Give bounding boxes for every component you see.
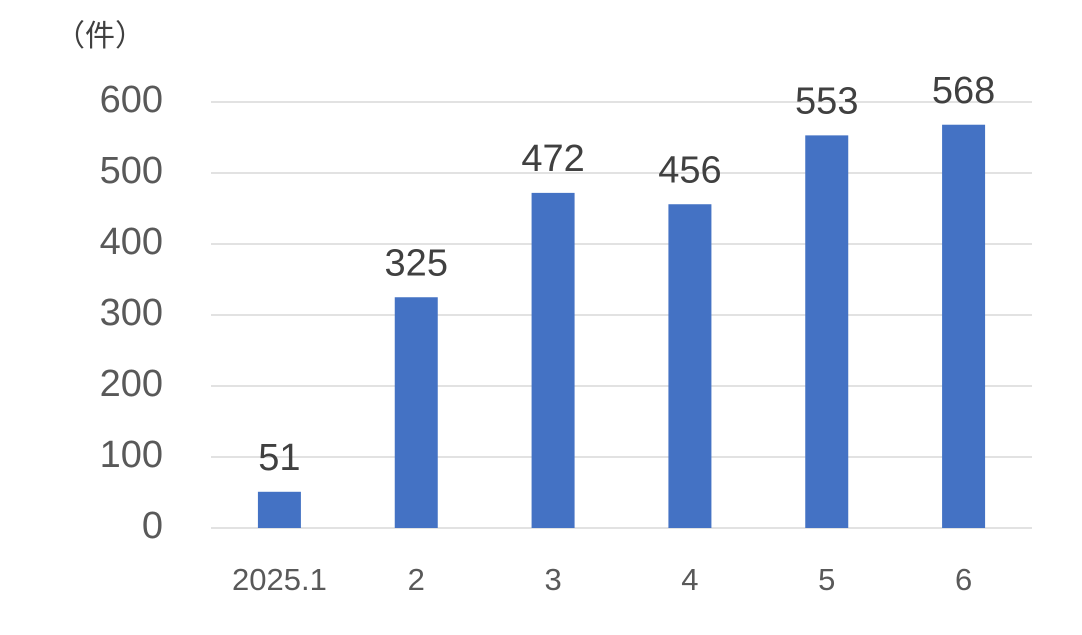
data-label: 553: [795, 80, 858, 122]
x-tick-label: 2025.1: [232, 562, 327, 597]
x-tick-label: 6: [955, 562, 972, 597]
x-tick-label: 5: [818, 562, 835, 597]
data-label: 456: [658, 149, 721, 191]
data-label: 472: [521, 138, 584, 180]
y-tick-label: 200: [100, 363, 163, 405]
y-tick-label: 100: [100, 434, 163, 476]
y-tick-label: 500: [100, 150, 163, 192]
y-tick-label: 0: [142, 505, 163, 547]
y-axis-label: （件）: [55, 20, 145, 53]
x-tick-label: 4: [681, 562, 698, 597]
y-tick-label: 600: [100, 79, 163, 121]
bar: [531, 192, 575, 528]
data-label: 568: [932, 70, 995, 112]
bar: [668, 204, 712, 529]
x-tick-label: 3: [544, 562, 561, 597]
y-tick-label: 400: [100, 221, 163, 263]
bar: [394, 297, 438, 528]
bar: [942, 124, 986, 528]
y-tick-label: 300: [100, 292, 163, 334]
bar: [805, 135, 849, 528]
bar: [257, 491, 301, 528]
x-tick-label: 2: [408, 562, 425, 597]
data-label: 325: [385, 242, 448, 284]
data-label: 51: [258, 437, 300, 479]
